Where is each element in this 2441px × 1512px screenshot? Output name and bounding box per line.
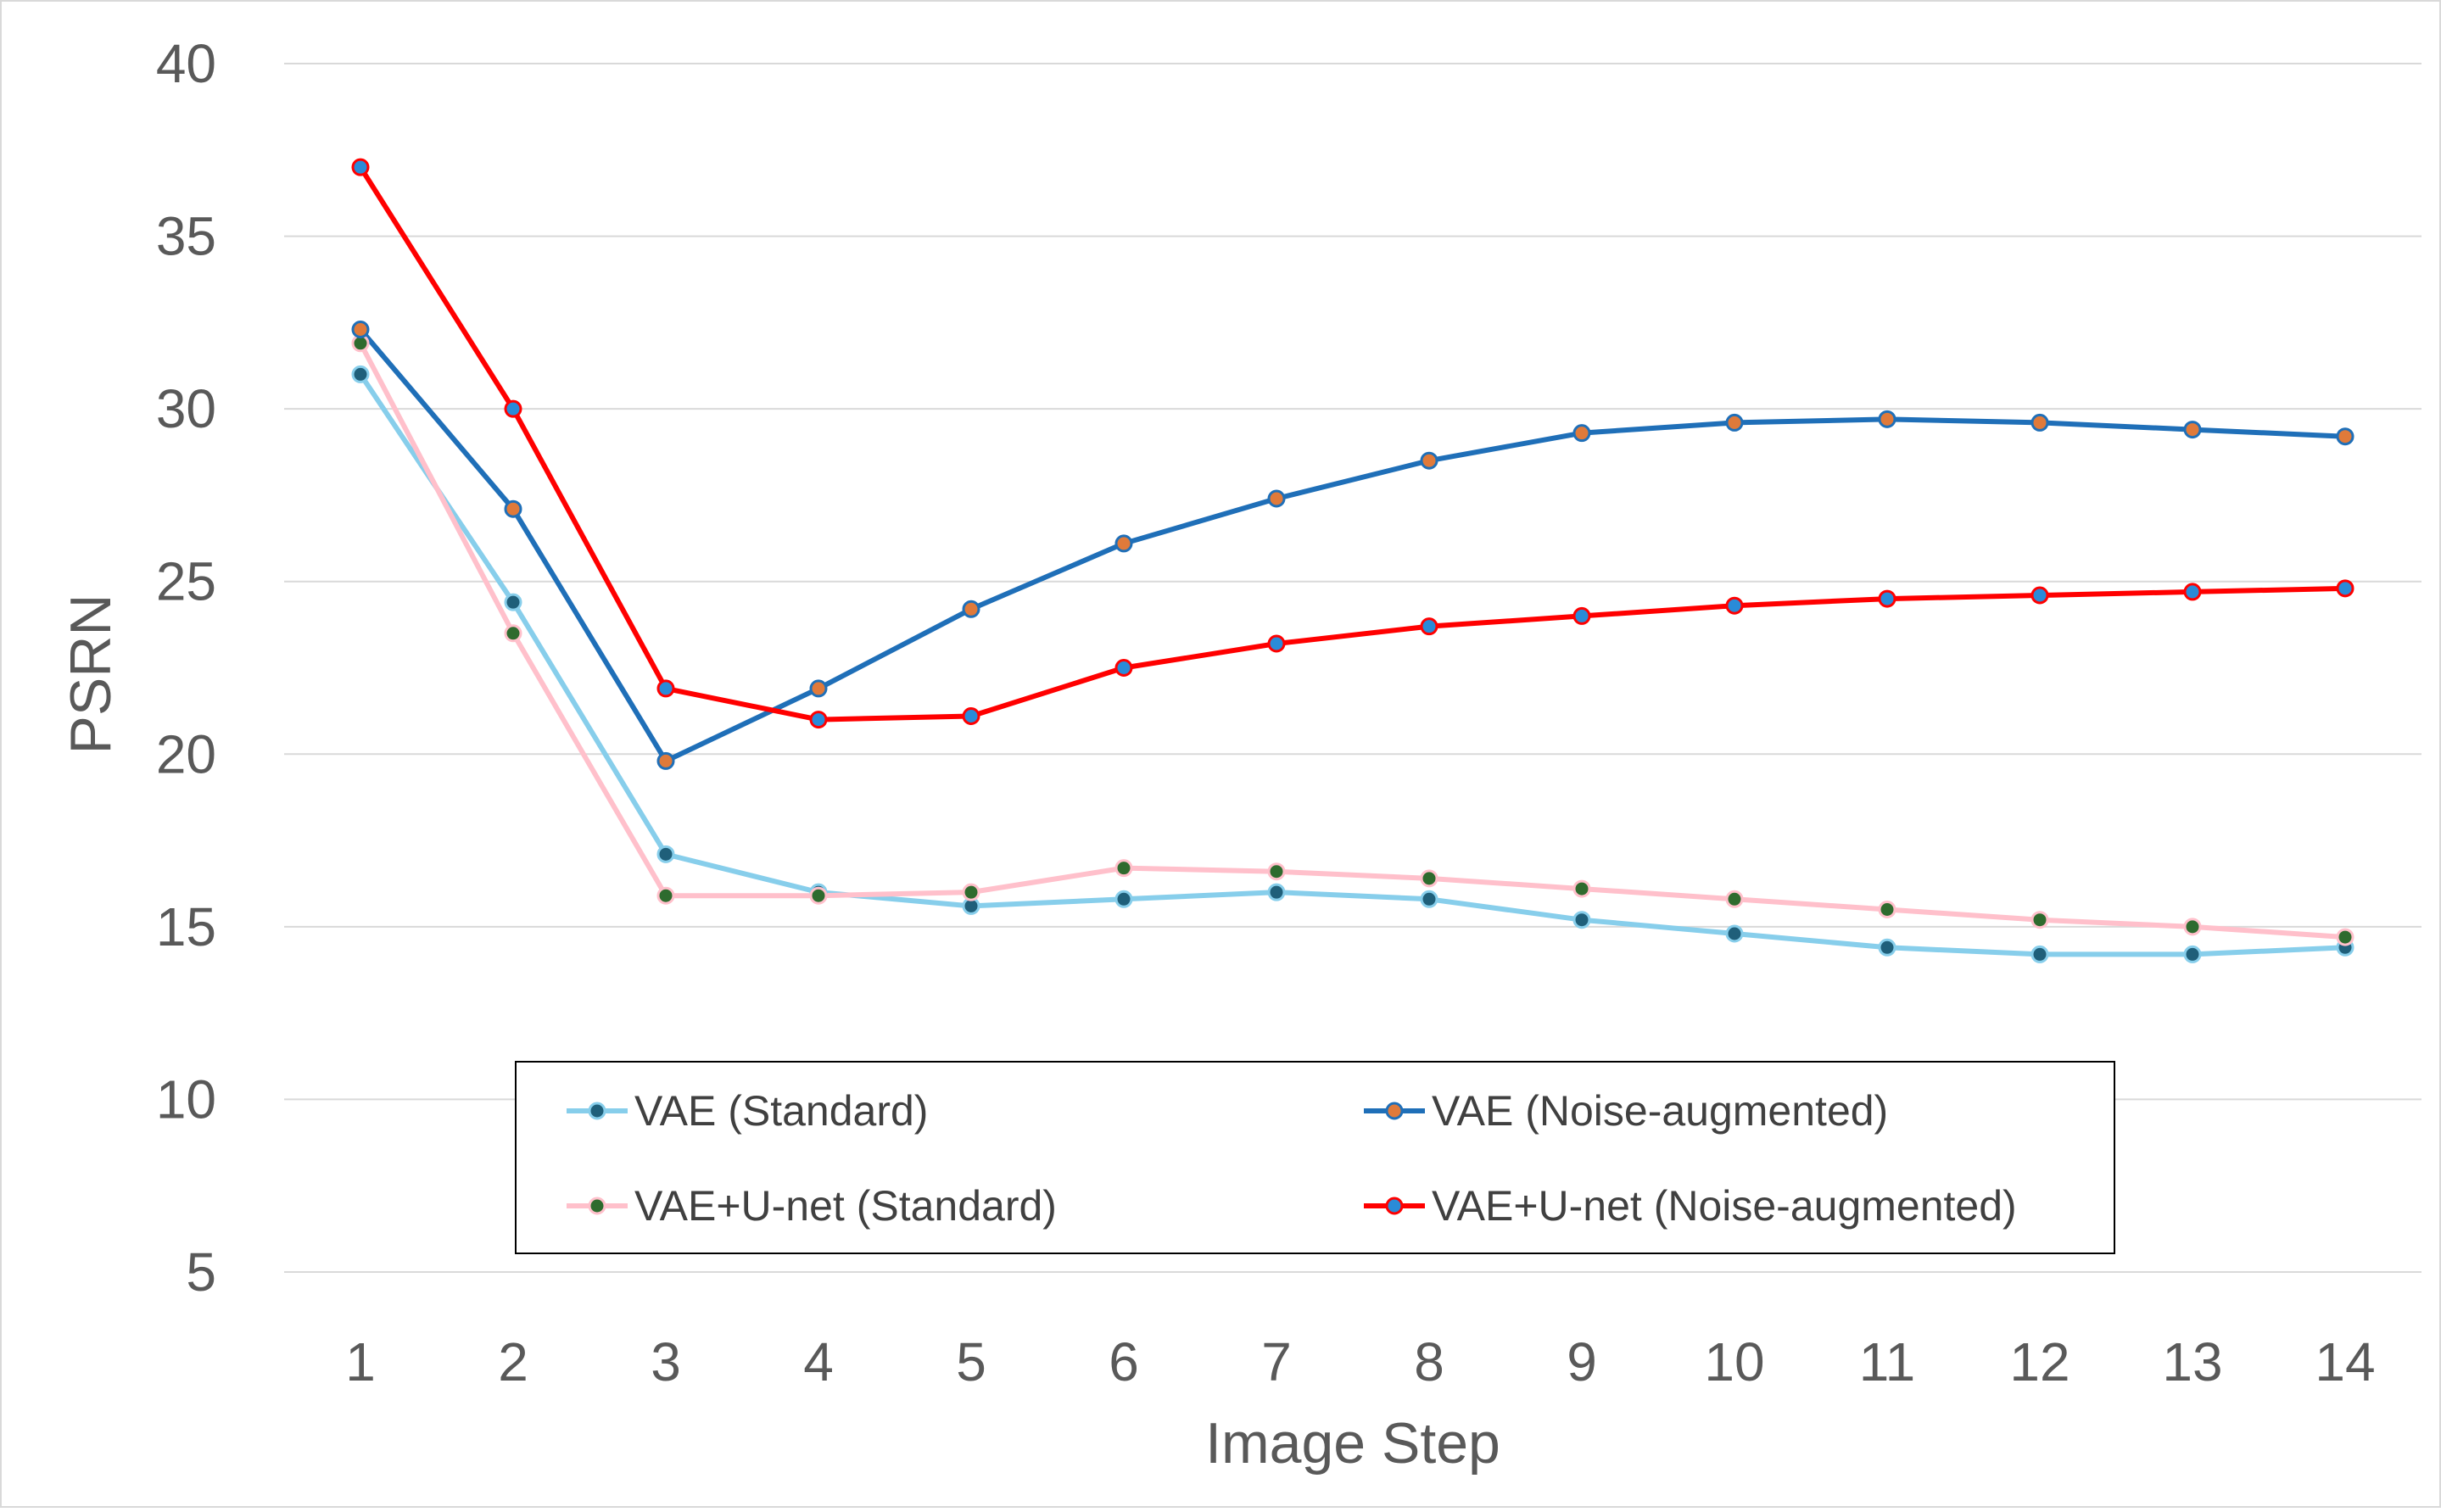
x-tick-label-6: 6 [1109, 1331, 1139, 1392]
series-1-point-11 [1878, 410, 1896, 428]
x-tick-label-11: 11 [1859, 1331, 1915, 1392]
x-axis-title: Image Step [1205, 1411, 1500, 1476]
x-tick-label-3: 3 [651, 1331, 681, 1392]
legend-label-3: VAE+U-net (Noise-augmented) [1432, 1182, 2017, 1230]
series-1-point-7 [1267, 489, 1286, 508]
series-1-point-6 [1114, 534, 1133, 553]
x-tick-label-8: 8 [1414, 1331, 1444, 1392]
y-tick-label-35: 35 [156, 206, 216, 267]
series-1-point-4 [809, 679, 828, 698]
series-1-point-3 [656, 751, 675, 770]
x-axis-ticks: 1 2 3 4 5 6 7 8 9 10 11 12 13 14 [345, 1331, 2375, 1392]
y-axis-title: PSRN [59, 594, 123, 755]
series-0-point-3 [656, 845, 675, 863]
x-tick-label-10: 10 [1704, 1331, 1764, 1392]
series-3-point-12 [2030, 586, 2049, 605]
series-0-point-7 [1267, 883, 1286, 901]
x-tick-label-1: 1 [345, 1331, 376, 1392]
series-1-point-9 [1572, 424, 1591, 443]
series-lines [358, 165, 2348, 957]
series-1-point-2 [504, 499, 522, 518]
x-tick-label-13: 13 [2162, 1331, 2222, 1392]
series-0-point-11 [1878, 938, 1896, 957]
series-3-point-6 [1114, 659, 1133, 677]
y-axis-ticks: 5 10 15 20 25 30 35 40 [156, 33, 216, 1303]
x-tick-label-14: 14 [2315, 1331, 2375, 1392]
y-tick-label-10: 10 [156, 1068, 216, 1130]
series-1-point-12 [2030, 413, 2049, 432]
series-2-point-9 [1572, 879, 1591, 898]
series-line-1 [358, 326, 2348, 764]
y-tick-label-25: 25 [156, 551, 216, 612]
legend-label-1: VAE (Noise-augmented) [1432, 1087, 1888, 1135]
series-line-2 [358, 340, 2348, 940]
series-1-point-13 [2183, 421, 2202, 439]
series-2-point-6 [1114, 859, 1133, 878]
series-1-point-8 [1420, 451, 1438, 470]
series-0-point-12 [2030, 945, 2049, 963]
series-1-point-10 [1725, 413, 1744, 432]
series-3-point-11 [1878, 589, 1896, 608]
series-2-point-4 [809, 886, 828, 905]
legend-swatch-marker-0 [588, 1102, 606, 1120]
series-2-point-12 [2030, 911, 2049, 929]
y-tick-label-30: 30 [156, 378, 216, 439]
series-3-point-13 [2183, 583, 2202, 601]
series-2-point-8 [1420, 869, 1438, 888]
series-0-point-9 [1572, 911, 1591, 929]
x-tick-label-7: 7 [1261, 1331, 1292, 1392]
legend-swatch-marker-2 [588, 1197, 606, 1215]
series-2-point-3 [656, 886, 675, 905]
legend-label-0: VAE (Standard) [634, 1087, 928, 1135]
x-tick-label-12: 12 [2009, 1331, 2070, 1392]
series-3-point-5 [962, 707, 980, 725]
legend-swatch-marker-1 [1385, 1102, 1404, 1120]
x-tick-label-4: 4 [803, 1331, 834, 1392]
series-1-point-14 [2336, 427, 2354, 446]
series-2-point-5 [962, 883, 980, 901]
series-3-point-9 [1572, 606, 1591, 625]
series-3-point-7 [1267, 634, 1286, 653]
series-3-point-1 [351, 158, 370, 176]
x-tick-label-5: 5 [956, 1331, 986, 1392]
series-0-point-1 [351, 365, 370, 383]
series-3-point-2 [504, 399, 522, 418]
series-line-0 [358, 371, 2348, 957]
x-tick-label-2: 2 [498, 1331, 528, 1392]
series-0-point-6 [1114, 890, 1133, 908]
series-3-point-4 [809, 711, 828, 729]
series-1-point-5 [962, 600, 980, 618]
series-3-point-10 [1725, 596, 1744, 615]
series-2-point-10 [1725, 890, 1744, 908]
series-2-point-11 [1878, 901, 1896, 918]
series-2-point-7 [1267, 862, 1286, 881]
series-0-point-2 [504, 593, 522, 611]
legend-swatch-marker-3 [1385, 1197, 1404, 1215]
series-markers [351, 158, 2354, 963]
series-1-point-1 [351, 321, 370, 338]
y-tick-label-20: 20 [156, 723, 216, 784]
legend: VAE (Standard) VAE (Noise-augmented) VAE+U… [515, 1061, 2115, 1254]
legend-box [515, 1061, 2115, 1254]
y-tick-label-15: 15 [156, 896, 216, 957]
series-0-point-8 [1420, 890, 1438, 908]
y-tick-label-5: 5 [186, 1241, 216, 1303]
series-2-point-13 [2183, 918, 2202, 936]
series-2-point-14 [2336, 928, 2354, 946]
series-2-point-2 [504, 624, 522, 643]
series-3-point-3 [656, 679, 675, 698]
series-0-point-10 [1725, 924, 1744, 943]
x-tick-label-9: 9 [1567, 1331, 1597, 1392]
y-tick-label-40: 40 [156, 33, 216, 94]
series-line-3 [358, 165, 2348, 723]
legend-label-2: VAE+U-net (Standard) [634, 1182, 1057, 1230]
series-0-point-13 [2183, 945, 2202, 963]
series-3-point-14 [2336, 579, 2354, 598]
series-3-point-8 [1420, 617, 1438, 636]
